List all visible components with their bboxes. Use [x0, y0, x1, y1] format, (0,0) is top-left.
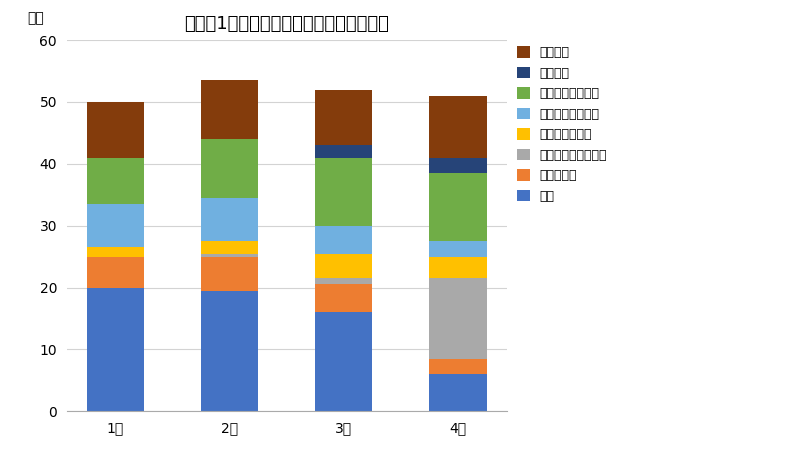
Bar	[430, 359, 486, 374]
Bar	[430, 374, 486, 411]
Bar	[201, 139, 258, 198]
Bar	[315, 284, 372, 312]
Bar	[201, 241, 258, 253]
Title: 学年別1週間当たりの学習時間・生活時間: 学年別1週間当たりの学習時間・生活時間	[184, 15, 389, 33]
Bar	[430, 241, 486, 256]
Bar	[315, 312, 372, 411]
Y-axis label: 時間: 時間	[28, 11, 44, 25]
Legend: 娯楽・友, 就職活動, アルバイト・定職, 部活動・サークル, 授業以外の学修, 卒業論文・卒業研究, 予習・復習, 授業: 娯楽・友, 就職活動, アルバイト・定職, 部活動・サークル, 授業以外の学修,…	[517, 46, 607, 203]
Bar	[315, 253, 372, 278]
Bar	[201, 256, 258, 291]
Bar	[86, 288, 144, 411]
Bar	[430, 278, 486, 359]
Bar	[86, 256, 144, 288]
Bar	[430, 173, 486, 241]
Bar	[86, 158, 144, 204]
Bar	[201, 253, 258, 256]
Bar	[201, 198, 258, 241]
Bar	[315, 278, 372, 284]
Bar	[430, 96, 486, 158]
Bar	[86, 204, 144, 248]
Bar	[315, 90, 372, 145]
Bar	[430, 158, 486, 173]
Bar	[315, 226, 372, 253]
Bar	[430, 256, 486, 278]
Bar	[201, 291, 258, 411]
Bar	[86, 248, 144, 256]
Bar	[315, 158, 372, 226]
Bar	[315, 145, 372, 157]
Bar	[201, 80, 258, 139]
Bar	[86, 102, 144, 158]
